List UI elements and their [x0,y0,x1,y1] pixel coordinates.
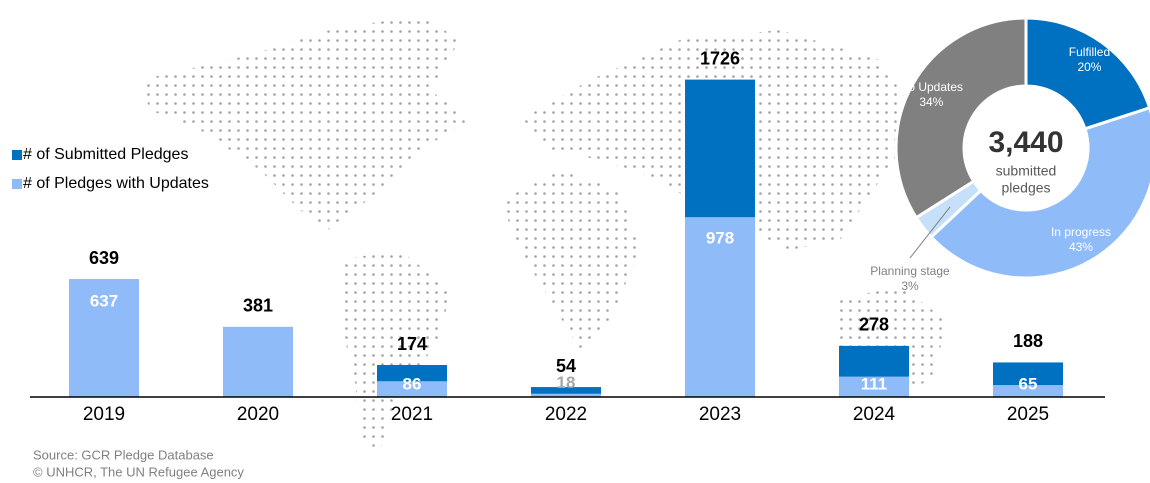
x-tick-label: 2022 [545,404,587,425]
legend-label: # of Submitted Pledges [23,146,188,163]
updates-label: 111 [861,374,888,393]
slice-name: In progress [1051,225,1111,239]
slice-value: 43% [1069,240,1093,254]
total-label: 278 [859,315,889,335]
donut-slice [1024,16,1150,131]
donut-center-subtitle: pledges [1001,180,1050,196]
x-tick-label: 2020 [237,404,279,425]
leader-line [909,206,951,259]
x-tick-label: 2023 [699,404,741,425]
total-label: 54 [556,356,576,376]
total-label: 188 [1013,331,1043,351]
bar [531,387,601,397]
updates-label: 978 [706,229,734,248]
x-tick-label: 2019 [83,404,125,425]
total-label: 174 [397,334,427,354]
copyright: © UNHCR, The UN Refugee Agency [33,464,244,479]
slice-name: Planning stage [870,264,950,278]
updates-label: 18 [557,373,576,392]
donut-center-label: 3,440 [988,126,1063,159]
total-label: 639 [89,248,119,268]
total-label: 1726 [700,48,740,68]
bar [685,217,755,397]
donut-slice [929,106,1150,280]
legend-swatch [12,179,22,189]
bar [69,279,139,397]
x-tick-label: 2024 [853,404,896,425]
legend-swatch [12,150,22,160]
bar [223,326,293,397]
donut-center-subtitle: submitted [996,163,1057,179]
updates-label: 86 [403,374,422,393]
total-label: 381 [243,296,273,316]
slice-value: 34% [919,95,943,109]
source: Source: GCR Pledge Database [33,447,214,462]
bar [531,393,601,397]
bar [993,385,1063,397]
donut-slice [894,16,1028,220]
bar [839,376,909,397]
x-tick-label: 2025 [1007,404,1049,425]
slice-value: 3% [901,279,919,293]
updates-label: 637 [90,291,118,310]
slice-value: 20% [1077,60,1101,74]
slice-name: Fulfilled [1069,45,1110,59]
slice-name: No Updates [900,80,963,94]
bar [377,381,447,397]
updates-label: 65 [1019,374,1038,393]
x-tick-label: 2021 [391,404,433,425]
legend-label: # of Pledges with Updates [23,175,209,192]
